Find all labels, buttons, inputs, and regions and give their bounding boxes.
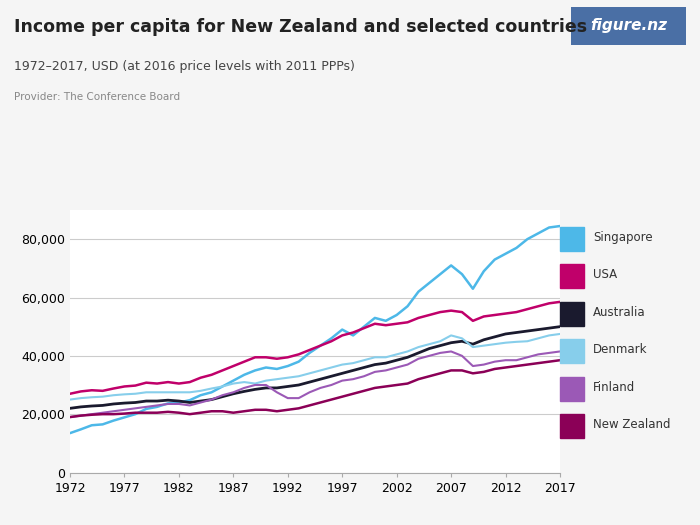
Text: Provider: The Conference Board: Provider: The Conference Board: [14, 92, 180, 102]
Text: 1972–2017, USD (at 2016 price levels with 2011 PPPs): 1972–2017, USD (at 2016 price levels wit…: [14, 60, 355, 74]
Text: figure.nz: figure.nz: [589, 18, 666, 33]
Bar: [560, 302, 584, 326]
Text: Income per capita for New Zealand and selected countries: Income per capita for New Zealand and se…: [14, 18, 587, 36]
Text: USA: USA: [594, 268, 617, 281]
Text: New Zealand: New Zealand: [594, 418, 671, 432]
Bar: [560, 265, 584, 288]
Text: Finland: Finland: [594, 381, 636, 394]
Bar: [560, 414, 584, 438]
Bar: [560, 339, 584, 363]
Text: Australia: Australia: [594, 306, 646, 319]
Text: Denmark: Denmark: [594, 343, 648, 356]
Bar: [560, 227, 584, 250]
Text: Singapore: Singapore: [594, 231, 653, 244]
Bar: [560, 377, 584, 401]
